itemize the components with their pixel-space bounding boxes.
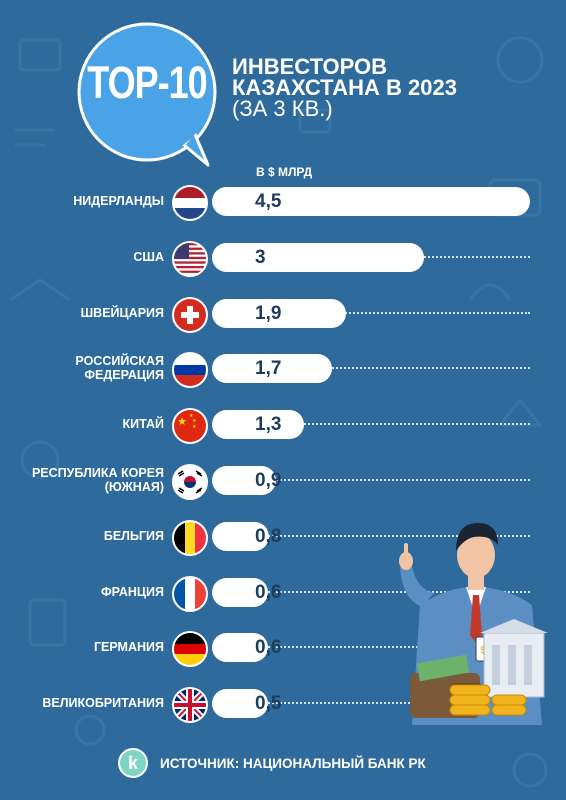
category-label: КИТАЙ	[122, 417, 164, 432]
value-label: 1,3	[255, 414, 282, 436]
germany-flag-icon	[172, 631, 208, 668]
value-label: 0,6	[255, 581, 282, 603]
chart-row: КИТАЙ ★ ★ ★ ★ 1,3	[0, 399, 566, 449]
bar	[212, 521, 269, 551]
category-label: США	[133, 249, 164, 264]
value-label: 4,5	[255, 191, 282, 212]
value-label: 1,7	[255, 358, 282, 380]
title-line-1: ИНВЕСТОРОВ	[232, 54, 387, 79]
belgium-flag-icon	[172, 519, 208, 556]
source-text: ИСТОЧНИК: НАЦИОНАЛЬНЫЙ БАНК РК	[160, 755, 426, 771]
value-label: 0,9	[255, 470, 282, 491]
category-label: ФРАНЦИЯ	[100, 584, 164, 599]
dotted-guide	[264, 590, 530, 593]
svg-text:★: ★	[189, 413, 194, 419]
dotted-guide	[342, 311, 530, 314]
bar	[212, 354, 333, 384]
page-title: ИНВЕСТОРОВ КАЗАХСТАНА В 2023 (ЗА 3 КВ.)	[232, 54, 552, 121]
netherlands-flag-icon	[172, 185, 208, 221]
bar	[212, 689, 268, 719]
category-label: ВЕЛИКОБРИТАНИЯ	[42, 696, 164, 711]
kazinform-logo: k	[118, 748, 148, 778]
svg-text:★: ★	[192, 424, 197, 430]
dotted-guide	[299, 423, 530, 426]
category-label: РЕСПУБЛИКА КОРЕЯ (ЮЖНАЯ)	[31, 466, 164, 494]
chart-row: ФРАНЦИЯ 0,6	[0, 567, 566, 617]
speech-bubble-badge	[77, 22, 217, 167]
title-line-3: (ЗА 3 КВ.)	[232, 96, 333, 121]
bar	[212, 577, 268, 607]
unit-label: В $ МЛРД	[256, 165, 313, 179]
dotted-guide	[264, 534, 530, 537]
title-line-2: КАЗАХСТАНА В 2023	[232, 75, 457, 100]
chart-row: БЕЛЬГИЯ 0,8	[0, 511, 566, 561]
chart-row: ВЕЛИКОБРИТАНИЯ 0,5	[0, 678, 566, 728]
bar	[212, 466, 276, 495]
businessman-illustration: $	[399, 523, 548, 725]
dotted-guide	[420, 255, 530, 258]
chart-row: ШВЕЙЦАРИЯ 1,9	[0, 288, 566, 338]
bar	[212, 410, 304, 440]
category-label: ГЕРМАНИЯ	[93, 640, 164, 655]
category-label: ШВЕЙЦАРИЯ	[80, 305, 164, 320]
value-label: 3	[255, 246, 266, 268]
chart-row: РОССИЙСКАЯ ФЕДЕРАЦИЯ 1,7	[0, 343, 566, 393]
usa-flag-icon	[172, 240, 208, 277]
chart-row: РЕСПУБЛИКА КОРЕЯ (ЮЖНАЯ) 0,9	[0, 455, 566, 505]
svg-text:$: $	[480, 645, 486, 656]
dotted-guide	[271, 479, 530, 481]
svg-text:★: ★	[177, 415, 187, 428]
source-footer: k ИСТОЧНИК: НАЦИОНАЛЬНЫЙ БАНК РК	[118, 748, 426, 778]
dotted-guide	[264, 646, 530, 649]
chart-row: США 3	[0, 232, 566, 282]
south-korea-flag-icon	[172, 464, 208, 500]
value-label: 0,5	[255, 693, 282, 715]
value-label: 1,9	[255, 302, 282, 324]
bar	[212, 298, 347, 328]
china-flag-icon: ★ ★ ★ ★	[172, 408, 208, 445]
switzerland-flag-icon	[172, 296, 208, 333]
value-label: 0,6	[255, 637, 282, 659]
france-flag-icon	[172, 575, 208, 612]
russia-flag-icon	[172, 352, 208, 389]
dotted-guide	[264, 702, 530, 705]
category-label: РОССИЙСКАЯ ФЕДЕРАЦИЯ	[75, 354, 164, 383]
svg-text:★: ★	[192, 418, 197, 424]
uk-flag-icon	[172, 687, 208, 724]
category-label: НИДЕРЛАНДЫ	[73, 194, 164, 208]
badge-label: TOP-10	[87, 56, 207, 108]
chart-row: НИДЕРЛАНДЫ 4,5	[0, 176, 566, 226]
value-label: 0,8	[255, 525, 282, 547]
bar	[212, 633, 268, 663]
dotted-guide	[328, 367, 530, 370]
category-label: БЕЛЬГИЯ	[103, 528, 164, 543]
bar	[212, 187, 530, 216]
chart-row: ГЕРМАНИЯ 0,6	[0, 622, 566, 672]
bar	[212, 242, 424, 272]
